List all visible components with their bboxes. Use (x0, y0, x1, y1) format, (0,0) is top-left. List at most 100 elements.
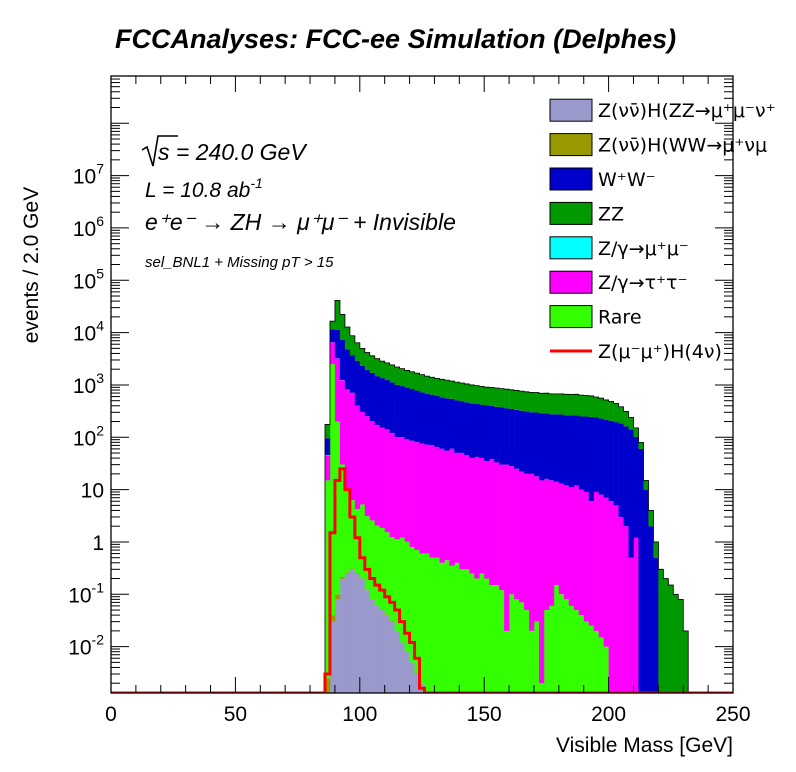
bar-WW (409, 389, 415, 441)
annotation-process: e⁺e⁻ → ZH → μ⁺μ⁻ + Invisible (145, 209, 456, 235)
bar-Ztautau (374, 424, 381, 526)
bar-ZZ (558, 393, 565, 415)
y-tick-label: 102 (73, 422, 104, 450)
bar-Ztautau (349, 392, 356, 501)
bar-Ztautau (409, 440, 415, 547)
bar-ZZ (474, 385, 480, 405)
stack-outline (111, 300, 733, 693)
bar-WW (593, 417, 599, 492)
bar-ZZ (583, 395, 589, 417)
bar-ZZ (444, 380, 450, 399)
lumi-value: L = 10.8 ab (145, 179, 251, 202)
bar-Rare (454, 562, 460, 693)
bar-WW (419, 392, 425, 444)
bar-WW (414, 390, 420, 443)
bar-ZZ (344, 326, 351, 350)
bar-ZZ (334, 300, 341, 330)
bar-WW (588, 416, 594, 502)
bar-Rare (548, 605, 555, 693)
bar-ZH_WW (349, 568, 356, 570)
bar-ZH_ZZ (384, 615, 390, 693)
bar-Ztautau (359, 411, 366, 505)
signal-line (111, 467, 733, 693)
bar-WW (623, 426, 629, 527)
bar-ZZ (603, 399, 609, 420)
legend-entry: ZZ (549, 201, 624, 225)
svg-text:s = 240.0 GeV: s = 240.0 GeV (158, 139, 308, 165)
bar-Rare (344, 489, 351, 573)
bar-ZZ (479, 386, 485, 405)
bar-Ztautau (404, 439, 410, 542)
bar-ZZ (409, 371, 415, 390)
bar-Rare (504, 630, 510, 693)
bar-Ztautau (583, 491, 589, 622)
bar-ZZ (399, 368, 405, 387)
bar-ZH_ZZ (394, 630, 400, 693)
bar-Rare (459, 569, 465, 693)
bar-WW (459, 401, 465, 453)
bar-Rare (588, 625, 594, 693)
bar-ZZ (528, 392, 535, 413)
bar-Rare (439, 562, 445, 693)
bar-WW (638, 448, 644, 693)
bar-Rare (389, 537, 395, 621)
energy-value: = 240.0 GeV (170, 139, 309, 165)
bar-WW (334, 329, 341, 359)
bar-Ztautau (429, 445, 435, 558)
bar-Rare (419, 553, 425, 684)
bar-ZZ (354, 342, 361, 361)
legend: Z(νν̄)H(ZZ→μ⁺μ⁻ν⁺ Z(νν̄)H(WW→μ⁺νμ W⁺W⁻ ZZ Z/… (549, 98, 776, 363)
bar-ZZ (439, 379, 445, 398)
bar-ZZ (543, 393, 550, 414)
bar-Rare (464, 569, 470, 693)
bar-ZH_WW (369, 598, 376, 600)
bar-Ztautau (588, 501, 594, 626)
bar-WW (558, 414, 565, 484)
annotation-selection: sel_BNL1 + Missing pT > 15 (145, 254, 334, 271)
bar-WW (633, 437, 639, 538)
bar-ZZ (628, 417, 634, 430)
bar-Ztautau (379, 427, 385, 528)
bar-Ztautau (593, 491, 599, 631)
legend-label: Z/γ→μ⁺μ⁻ (598, 238, 689, 260)
bar-ZZ (514, 390, 520, 410)
bar-Rare (374, 525, 381, 606)
bar-Ztautau (543, 478, 550, 611)
bar-ZZ (434, 378, 440, 396)
bar-Rare (484, 578, 490, 693)
bar-WW (598, 418, 604, 495)
bar-Rare (578, 615, 585, 693)
legend-swatch (549, 236, 593, 260)
sqrt-sign (141, 135, 178, 167)
y-tick-label: 10 (81, 480, 104, 503)
bar-ZZ (653, 541, 659, 558)
y-tick-label: 1 (92, 532, 104, 555)
bar-WW (424, 393, 430, 445)
bar-ZH_ZZ (354, 573, 361, 693)
bar-ZH_ZZ (399, 642, 405, 693)
bar-Ztautau (344, 389, 351, 490)
y-tick-label: 104 (73, 318, 104, 346)
bar-Rare (379, 527, 385, 610)
bar-WW (429, 394, 435, 446)
bar-Rare (424, 553, 430, 692)
bar-Rare (528, 630, 535, 693)
bar-ZZ (454, 382, 460, 401)
bar-Ztautau (419, 443, 425, 554)
bar-Rare (329, 364, 336, 616)
y-tick-label: 103 (73, 370, 104, 398)
bar-WW (474, 404, 480, 457)
bar-WW (509, 408, 515, 467)
bar-Ztautau (573, 485, 580, 611)
legend-label: ZZ (598, 203, 624, 225)
legend-entry: Z/γ→μ⁺μ⁻ (549, 236, 689, 260)
bar-Rare (409, 546, 415, 663)
bar-ZH_WW (329, 615, 336, 622)
bar-Ztautau (399, 437, 405, 538)
bar-Ztautau (538, 480, 545, 684)
bar-Ztautau (459, 452, 465, 570)
bar-WW (434, 395, 440, 447)
bar-ZH_ZZ (404, 651, 410, 693)
bar-WW (364, 369, 371, 417)
bar-Ztautau (509, 466, 515, 595)
